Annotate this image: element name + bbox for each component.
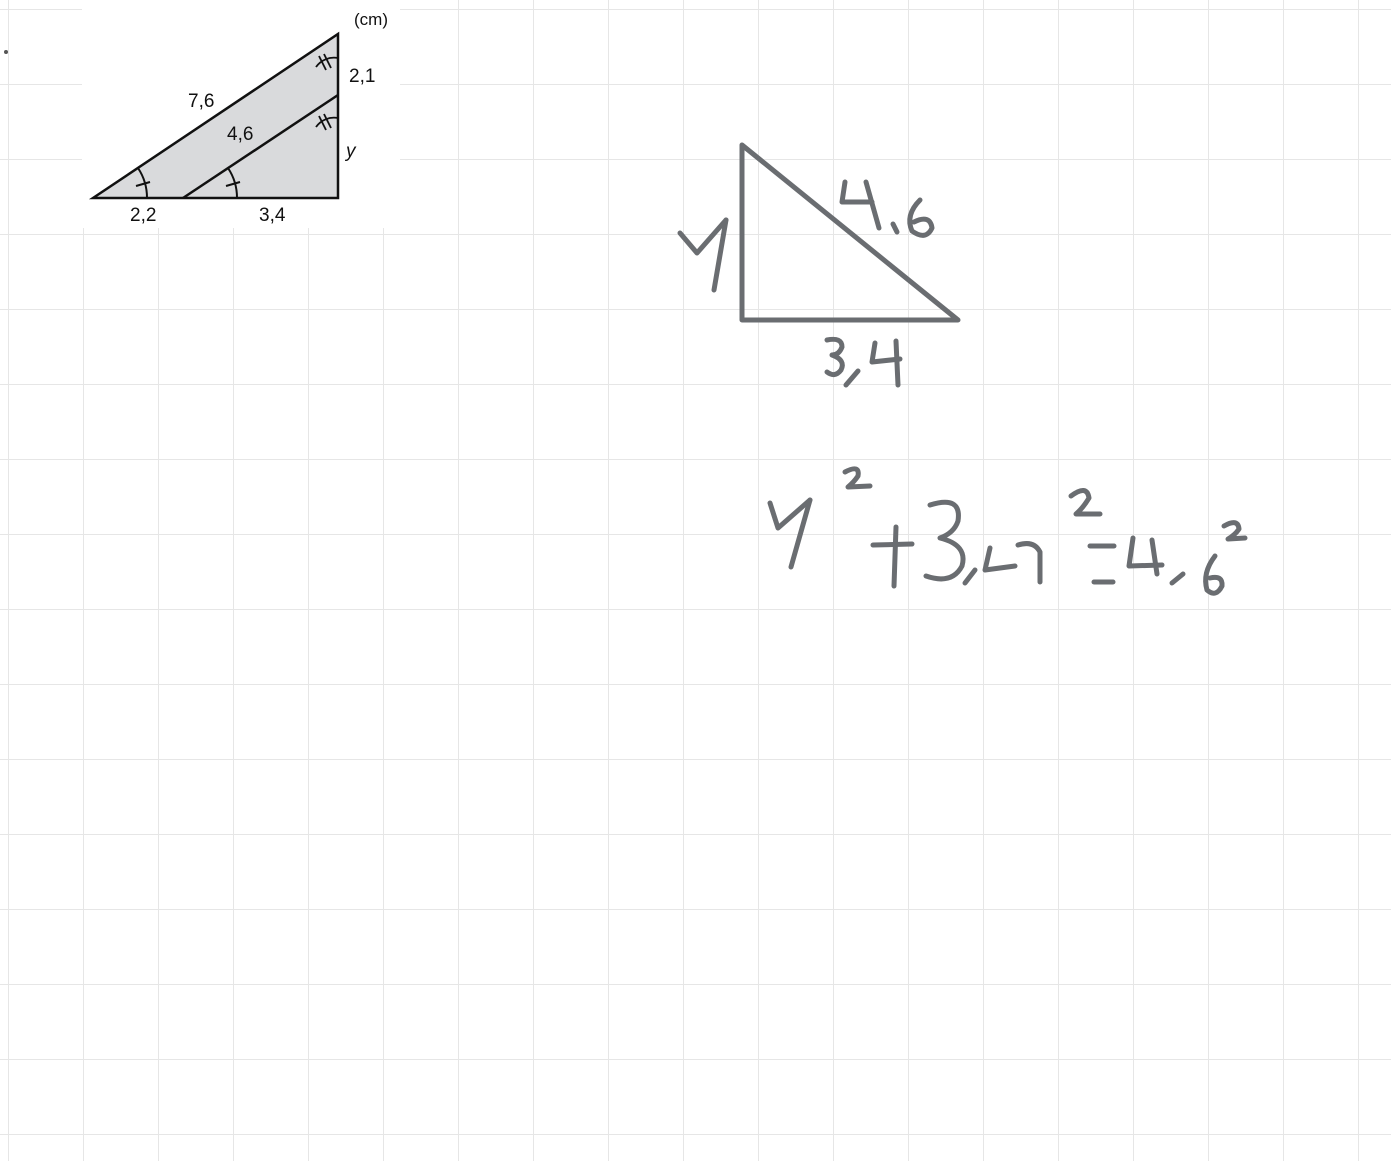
label-unknown-y: y <box>344 141 357 162</box>
handwritten-equation <box>767 466 1248 596</box>
label-top-segment: 2,1 <box>349 66 375 87</box>
sketch-label-3-4 <box>824 336 903 388</box>
triangle-figure-svg: (cm) 7,6 4,6 2,1 y 2,2 3,4 <box>88 10 388 226</box>
stray-dot <box>4 50 8 54</box>
angle-tick-outer <box>135 181 151 187</box>
double-hash-lower <box>315 113 339 131</box>
outer-triangle <box>88 31 340 200</box>
angle-tick-inner <box>225 181 241 187</box>
double-hash-top <box>315 53 339 71</box>
triangle-figure: (cm) 7,6 4,6 2,1 y 2,2 3,4 <box>82 0 400 228</box>
sketch-label-y <box>677 217 729 293</box>
label-base-right: 3,4 <box>259 205 286 226</box>
label-outer-hypotenuse: 7,6 <box>188 91 214 112</box>
sketch-triangle <box>739 142 961 323</box>
sketch-label-4-6 <box>839 179 935 238</box>
angle-arc-outer <box>137 167 149 199</box>
label-inner-hypotenuse: 4,6 <box>227 124 253 145</box>
label-base-left: 2,2 <box>130 205 156 226</box>
sketch-triangle-group <box>739 142 961 323</box>
angle-arc-inner <box>227 167 239 199</box>
inner-parallel-line <box>182 93 339 200</box>
unit-label: (cm) <box>354 10 388 29</box>
